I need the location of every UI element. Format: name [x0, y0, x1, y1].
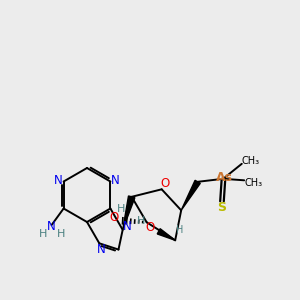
Polygon shape [181, 180, 200, 210]
Text: O: O [146, 221, 155, 234]
Text: H: H [176, 225, 183, 235]
Polygon shape [157, 229, 175, 240]
Text: N: N [54, 173, 63, 187]
Text: N: N [47, 220, 56, 233]
Text: O: O [110, 211, 119, 224]
Text: N: N [123, 220, 132, 233]
Text: N: N [110, 173, 119, 187]
Text: H: H [38, 229, 47, 239]
Text: O: O [160, 177, 169, 190]
Text: N: N [96, 243, 105, 256]
Polygon shape [123, 196, 135, 230]
Text: As: As [216, 171, 233, 184]
Text: H: H [56, 229, 65, 239]
Text: CH₃: CH₃ [244, 178, 262, 188]
Text: S: S [217, 201, 226, 214]
Text: H: H [136, 216, 145, 226]
Text: H: H [117, 204, 125, 214]
Text: CH₃: CH₃ [241, 156, 259, 167]
